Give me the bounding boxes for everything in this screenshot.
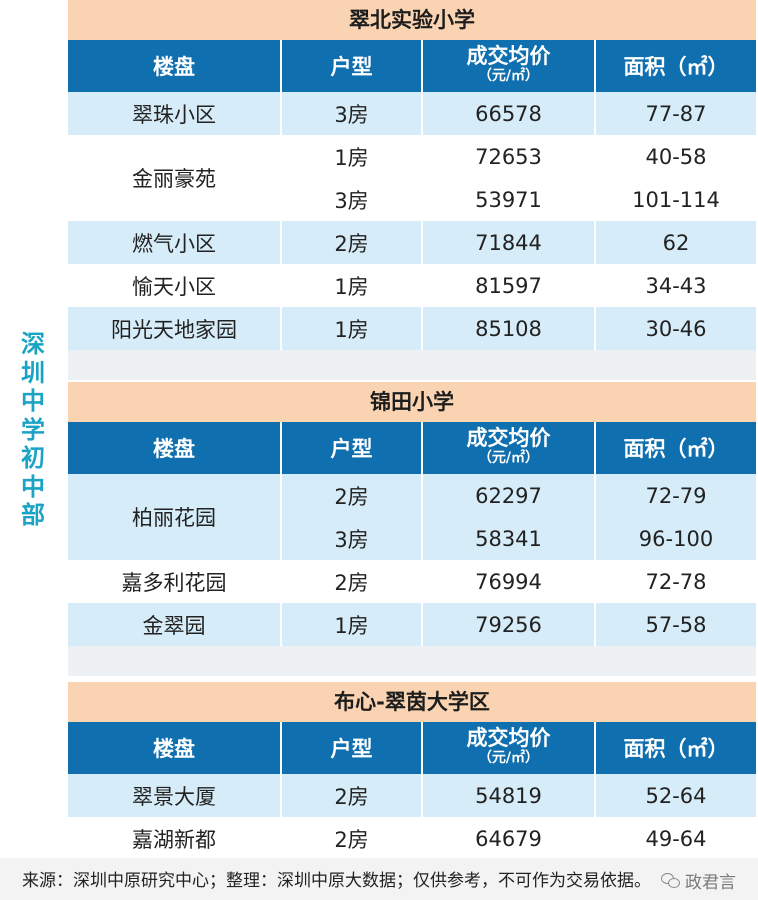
- header-price-unit: （元/㎡）: [477, 450, 540, 466]
- header-name: 楼盘: [68, 40, 282, 92]
- unit-type: 2房: [282, 560, 423, 603]
- estate-name: 金翠园: [68, 603, 282, 646]
- table-header: 楼盘 户型 成交均价 （元/㎡） 面积（㎡）: [68, 422, 756, 474]
- header-price: 成交均价 （元/㎡）: [423, 40, 596, 92]
- side-label-char: 初: [21, 444, 45, 472]
- header-area: 面积（㎡）: [623, 437, 729, 461]
- avg-price: 62297: [423, 474, 596, 517]
- header-price: 成交均价 （元/㎡）: [423, 722, 596, 774]
- table-row: 柏丽花园 2房 62297 72-79 3房 58341 96-100: [68, 474, 756, 560]
- side-label-char: 中: [21, 472, 45, 501]
- area-range: 72-78: [645, 569, 707, 594]
- table-row: 金翠园 1房 79256 57-58: [68, 603, 756, 646]
- avg-price: 71844: [423, 221, 596, 264]
- estate-name: 翠珠小区: [68, 92, 282, 135]
- avg-price: 66578: [423, 92, 596, 135]
- header-name: 楼盘: [68, 422, 282, 474]
- area-range: 72-79: [645, 483, 707, 508]
- table-row: 翠珠小区 3房 66578 77-87: [68, 92, 756, 135]
- estate-name: 柏丽花园: [68, 474, 282, 560]
- header-area: 面积（㎡）: [623, 737, 729, 761]
- header-price-unit: （元/㎡）: [477, 750, 540, 766]
- unit-type: 2房: [282, 221, 423, 264]
- estate-name: 阳光天地家园: [68, 307, 282, 350]
- estate-name: 嘉多利花园: [68, 560, 282, 603]
- unit-type: 1房: [282, 603, 423, 646]
- estate-name: 嘉湖新都: [68, 817, 282, 860]
- header-price-label: 成交均价: [466, 426, 551, 450]
- estate-name: 翠景大厦: [68, 774, 282, 817]
- estate-name: 燃气小区: [68, 221, 282, 264]
- avg-price: 58341: [423, 517, 596, 560]
- section-title: 布心-翠茵大学区: [68, 682, 756, 722]
- header-price: 成交均价 （元/㎡）: [423, 422, 596, 474]
- table-row: 翠景大厦 2房 54819 52-64: [68, 774, 756, 817]
- area-range: 30-46: [645, 316, 707, 341]
- area-range: 52-64: [645, 783, 707, 808]
- side-vertical-label: 深 圳 中 学 初 中 部: [16, 330, 50, 530]
- unit-type: 1房: [282, 264, 423, 307]
- estate-name: 金丽豪苑: [68, 135, 282, 221]
- header-type: 户型: [282, 722, 423, 774]
- unit-type: 2房: [282, 474, 423, 517]
- table-row: 嘉多利花园 2房 76994 72-78: [68, 560, 756, 603]
- school-section-2: 锦田小学 楼盘 户型 成交均价 （元/㎡） 面积（㎡） 柏丽花园 2房 6229…: [68, 382, 756, 676]
- side-label-char: 学: [21, 415, 45, 444]
- avg-price: 76994: [423, 560, 596, 603]
- table-row: 愉天小区 1房 81597 34-43: [68, 264, 756, 307]
- avg-price: 72653: [423, 135, 596, 178]
- table-header: 楼盘 户型 成交均价 （元/㎡） 面积（㎡）: [68, 40, 756, 92]
- estate-name: 愉天小区: [68, 264, 282, 307]
- side-label-char: 中: [21, 387, 45, 415]
- footer-bar: 来源：深圳中原研究中心；整理：深圳中原大数据；仅供参考，不可作为交易依据。 政君…: [0, 858, 758, 900]
- unit-type: 1房: [282, 135, 423, 178]
- school-section-3: 布心-翠茵大学区 楼盘 户型 成交均价 （元/㎡） 面积（㎡） 翠景大厦 2房 …: [68, 682, 756, 860]
- header-type: 户型: [282, 422, 423, 474]
- unit-type: 2房: [282, 774, 423, 817]
- header-name: 楼盘: [68, 722, 282, 774]
- table-row: 燃气小区 2房 71844 62: [68, 221, 756, 264]
- area-range: 57-58: [645, 612, 707, 637]
- avg-price: 81597: [423, 264, 596, 307]
- unit-type: 3房: [282, 92, 423, 135]
- side-label-char: 深: [21, 330, 45, 358]
- avg-price: 64679: [423, 817, 596, 860]
- wechat-icon: [661, 872, 681, 889]
- area-range: 34-43: [645, 273, 707, 298]
- section-title: 翠北实验小学: [68, 0, 756, 40]
- header-price-label: 成交均价: [466, 44, 551, 68]
- avg-price: 85108: [423, 307, 596, 350]
- watermark: 政君言: [661, 868, 736, 893]
- section-gap: [68, 646, 756, 676]
- unit-type: 2房: [282, 817, 423, 860]
- area-range: 49-64: [645, 826, 707, 851]
- header-area: 面积（㎡）: [623, 55, 729, 79]
- unit-type: 3房: [282, 517, 423, 560]
- section-title: 锦田小学: [68, 382, 756, 422]
- table-row: 阳光天地家园 1房 85108 30-46: [68, 307, 756, 350]
- area-range: 96-100: [638, 526, 714, 551]
- table-row: 金丽豪苑 1房 72653 40-58 3房 53971 101-114: [68, 135, 756, 221]
- table-row: 嘉湖新都 2房 64679 49-64: [68, 817, 756, 860]
- watermark-text: 政君言: [685, 873, 736, 893]
- header-price-label: 成交均价: [466, 726, 551, 750]
- avg-price: 54819: [423, 774, 596, 817]
- area-range: 101-114: [632, 187, 720, 212]
- side-label-char: 部: [21, 501, 45, 529]
- avg-price: 53971: [423, 178, 596, 221]
- section-gap: [68, 350, 756, 380]
- header-type: 户型: [282, 40, 423, 92]
- avg-price: 79256: [423, 603, 596, 646]
- area-range: 77-87: [645, 101, 707, 126]
- unit-type: 3房: [282, 178, 423, 221]
- area-range: 40-58: [645, 144, 707, 169]
- source-note: 来源：深圳中原研究中心；整理：深圳中原大数据；仅供参考，不可作为交易依据。: [22, 871, 651, 891]
- side-label-char: 圳: [21, 358, 45, 387]
- table-header: 楼盘 户型 成交均价 （元/㎡） 面积（㎡）: [68, 722, 756, 774]
- area-range: 62: [662, 230, 690, 255]
- header-price-unit: （元/㎡）: [477, 68, 540, 84]
- school-section-1: 翠北实验小学 楼盘 户型 成交均价 （元/㎡） 面积（㎡） 翠珠小区 3房 66…: [68, 0, 756, 380]
- unit-type: 1房: [282, 307, 423, 350]
